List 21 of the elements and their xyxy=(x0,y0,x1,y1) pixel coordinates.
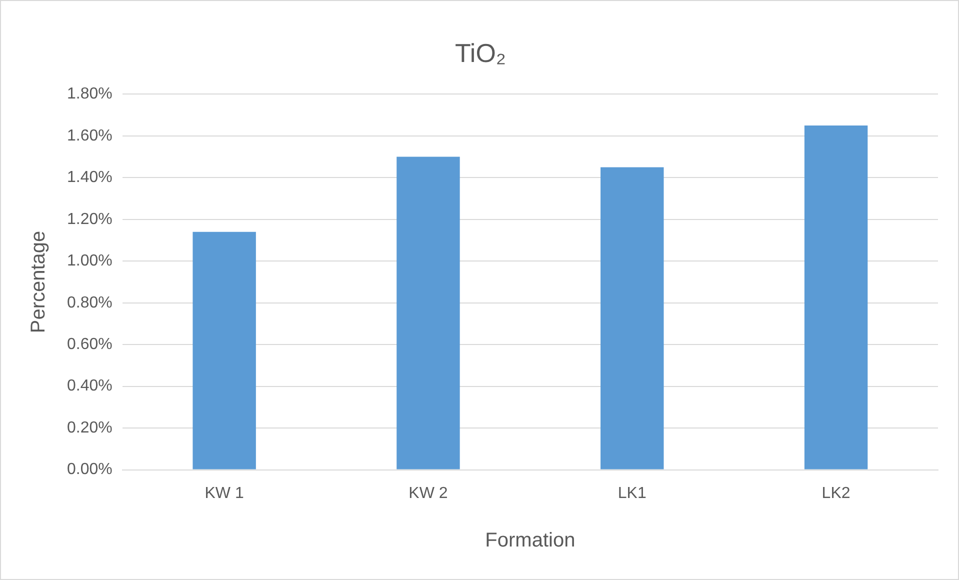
bar xyxy=(396,156,460,470)
y-tick-label: 0.60% xyxy=(66,336,112,354)
y-tick-label: 1.00% xyxy=(66,252,112,270)
y-tick-label: 1.20% xyxy=(66,210,112,228)
bar xyxy=(192,232,256,470)
bar xyxy=(804,126,868,470)
x-tick-label: LK1 xyxy=(618,484,646,502)
x-tick-label: KW 2 xyxy=(408,484,448,502)
y-tick-label: 0.80% xyxy=(66,294,112,312)
y-tick-label: 1.80% xyxy=(66,86,112,103)
y-tick-label: 0.20% xyxy=(66,419,112,436)
bar xyxy=(600,167,664,470)
chart-title: TiO₂ xyxy=(454,38,506,68)
y-axis-title: Percentage xyxy=(28,230,50,334)
x-axis-title: Formation xyxy=(485,530,576,552)
x-tick-label: KW 1 xyxy=(204,484,244,502)
y-tick-label: 0.40% xyxy=(66,378,112,395)
y-tick-label: 1.40% xyxy=(66,169,112,186)
y-tick-label: 0.00% xyxy=(66,461,112,478)
x-tick-label: LK2 xyxy=(822,484,850,502)
y-tick-label: 1.60% xyxy=(66,127,112,144)
